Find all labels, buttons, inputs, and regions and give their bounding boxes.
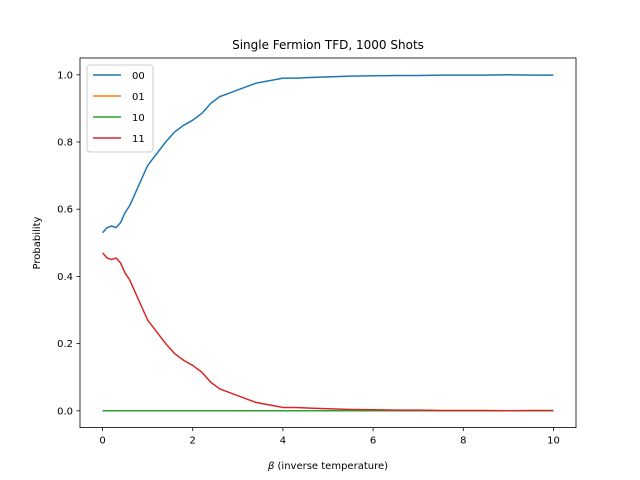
legend-entries: 00 01 10 11: [93, 71, 145, 145]
x-tick-label: 4: [280, 436, 286, 447]
series-line-11: [101, 252, 554, 412]
y-tick-label: 1.0: [57, 70, 73, 81]
x-tick-label: 8: [460, 436, 466, 447]
y-tick-label: 0.6: [57, 205, 73, 216]
x-tick-label: 0: [99, 436, 105, 447]
x-axis-label-rest: (inverse temperature): [274, 461, 388, 472]
y-ticks: 0.0 0.2 0.4 0.6 0.8 1.0: [57, 70, 80, 417]
legend: 00 01 10 11: [86, 64, 154, 153]
x-axis-label: β (inverse temperature): [267, 461, 388, 472]
x-ticks: 0 2 4 6 8 10: [99, 427, 560, 447]
y-tick-label: 0.8: [57, 138, 73, 149]
y-axis-label: Probability: [32, 216, 43, 269]
y-tick-label: 0.4: [57, 272, 73, 283]
series-layer: [101, 74, 554, 412]
x-axis-label-symbol: β: [267, 461, 275, 472]
plot-area: [80, 58, 576, 428]
y-tick-label: 0.0: [57, 406, 73, 417]
chart-title: Single Fermion TFD, 1000 Shots: [232, 38, 424, 52]
legend-box: [86, 64, 154, 153]
legend-label-01: 01: [132, 92, 145, 103]
legend-label-00: 00: [132, 71, 145, 82]
legend-label-11: 11: [132, 134, 145, 145]
plot-frame: [79, 57, 577, 429]
x-tick-label: 6: [370, 436, 376, 447]
x-tick-label: 10: [547, 436, 560, 447]
legend-label-10: 10: [132, 113, 145, 124]
y-tick-label: 0.2: [57, 339, 73, 350]
x-tick-label: 2: [190, 436, 196, 447]
series-line-00: [101, 74, 554, 234]
